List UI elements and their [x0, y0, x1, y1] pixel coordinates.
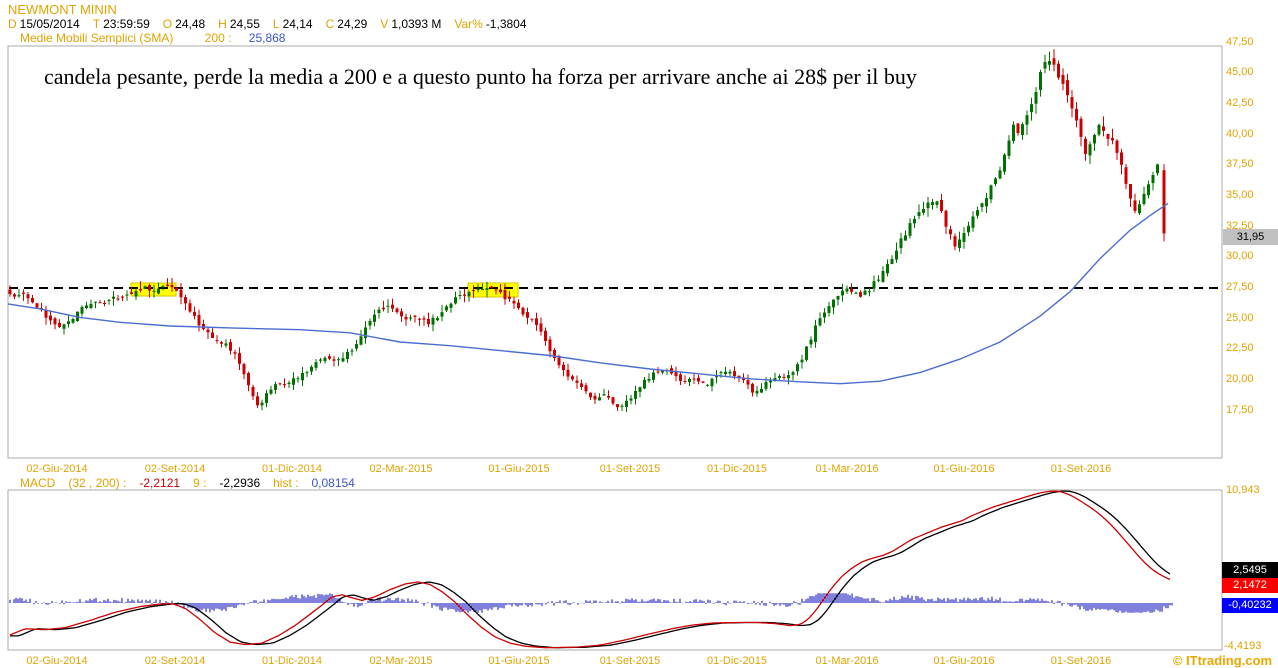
sma-value: 25,868 — [248, 31, 286, 45]
chart-annotation: candela pesante, perde la media a 200 e … — [44, 64, 917, 89]
quote-label-T: T — [92, 17, 101, 31]
date-label-main: 02-Mar-2015 — [369, 463, 433, 475]
price-axis-label: 45,00 — [1226, 66, 1254, 79]
date-label-main: 01-Giu-2015 — [488, 463, 550, 475]
quote-label-D: D — [8, 17, 17, 31]
date-label-main: 02-Set-2014 — [144, 463, 206, 475]
date-label-main: 02-Giu-2014 — [26, 463, 88, 475]
date-label-main: 01-Set-2015 — [599, 463, 661, 475]
date-label-macd: 02-Mar-2015 — [369, 655, 433, 667]
date-label-main: 01-Set-2016 — [1050, 463, 1112, 475]
price-axis-label: 30,00 — [1226, 250, 1254, 263]
price-axis-label: 40,00 — [1226, 127, 1254, 140]
macd-header-seg-3: 9 : — [193, 476, 207, 490]
quote-value-C: 24,29 — [337, 17, 368, 31]
price-axis-label: 42,50 — [1226, 96, 1254, 109]
date-label-macd: 02-Set-2014 — [144, 655, 206, 667]
quote-label-O: O — [162, 17, 173, 31]
price-axis-label: 25,00 — [1226, 311, 1254, 324]
quote-value-L: 24,14 — [282, 17, 313, 31]
date-label-macd: 01-Set-2016 — [1050, 655, 1112, 667]
date-label-main: 01-Giu-2016 — [933, 463, 995, 475]
quote-value-O: 24,48 — [175, 17, 206, 31]
price-axis-label: 37,50 — [1226, 158, 1254, 171]
sma-indicator-row: Medie Mobili Semplici (SMA) 200 : 25,868 — [20, 31, 285, 45]
date-label-macd: 01-Giu-2015 — [488, 655, 550, 667]
sma-indicator-name: Medie Mobili Semplici (SMA) — [20, 31, 174, 45]
price-axis-label: 47,50 — [1226, 35, 1254, 48]
quote-label-H: H — [218, 17, 227, 31]
date-label-macd: 02-Giu-2014 — [26, 655, 88, 667]
quote-value-T: 23:59:59 — [103, 17, 150, 31]
date-label-macd: 01-Giu-2016 — [933, 655, 995, 667]
price-axis-label: 22,50 — [1226, 342, 1254, 355]
price-axis-label: 17,50 — [1226, 403, 1254, 416]
date-label-macd: 01-Mar-2016 — [815, 655, 879, 667]
macd-max-label: 10,943 — [1226, 484, 1260, 496]
macd-header-seg-2: -2,2121 — [139, 476, 181, 490]
macd-header-seg-5: hist : — [273, 476, 299, 490]
macd-min-label: -4,4193 — [1224, 640, 1262, 652]
last-price-tag: 31,95 — [1223, 229, 1278, 245]
date-label-macd: 01-Dic-2014 — [262, 655, 322, 667]
date-label-macd: 01-Set-2015 — [599, 655, 661, 667]
macd-value-tag-0: 2,5495 — [1222, 562, 1278, 578]
quote-value-Varpct: -1,3804 — [485, 17, 527, 31]
quote-row: D 15/05/2014 T 23:59:59 O 24,48 H 24,55 L 24,14 C 2… — [8, 17, 540, 31]
date-label-main: 01-Mar-2016 — [815, 463, 879, 475]
macd-indicator-row: MACD (32 , 200) : -2,2121 9 : -2,2936 hist : 0… — [20, 476, 368, 490]
macd-header-seg-4: -2,2936 — [219, 476, 261, 490]
instrument-title: NEWMONT MININ — [8, 2, 117, 17]
price-axis-label: 32,50 — [1226, 219, 1254, 232]
quote-label-Varpct: Var% — [454, 17, 483, 31]
quote-value-V: 1,0393 M — [391, 17, 442, 31]
sma-period-label: 200 : — [204, 31, 232, 45]
date-label-main: 01-Dic-2014 — [262, 463, 322, 475]
ittrading-watermark: © ITtrading.com — [1172, 653, 1272, 668]
macd-value-tag-2: -0,40232 — [1222, 598, 1278, 613]
quote-value-D: 15/05/2014 — [19, 17, 80, 31]
price-axis-label: 27,50 — [1226, 281, 1254, 293]
quote-value-H: 24,55 — [229, 17, 260, 31]
quote-label-C: C — [325, 17, 335, 31]
quote-label-V: V — [380, 17, 389, 31]
macd-header-seg-0: MACD — [20, 476, 56, 490]
price-axis-label: 35,00 — [1226, 188, 1254, 201]
date-label-macd: 01-Dic-2015 — [707, 655, 767, 667]
macd-header-seg-1: (32 , 200) : — [68, 476, 127, 490]
macd-header-seg-6: 0,08154 — [311, 476, 355, 490]
macd-value-tag-1: 2,1472 — [1222, 578, 1278, 593]
price-axis-label: 20,00 — [1226, 373, 1254, 385]
date-label-main: 01-Dic-2015 — [707, 463, 767, 475]
quote-label-L: L — [272, 17, 280, 31]
